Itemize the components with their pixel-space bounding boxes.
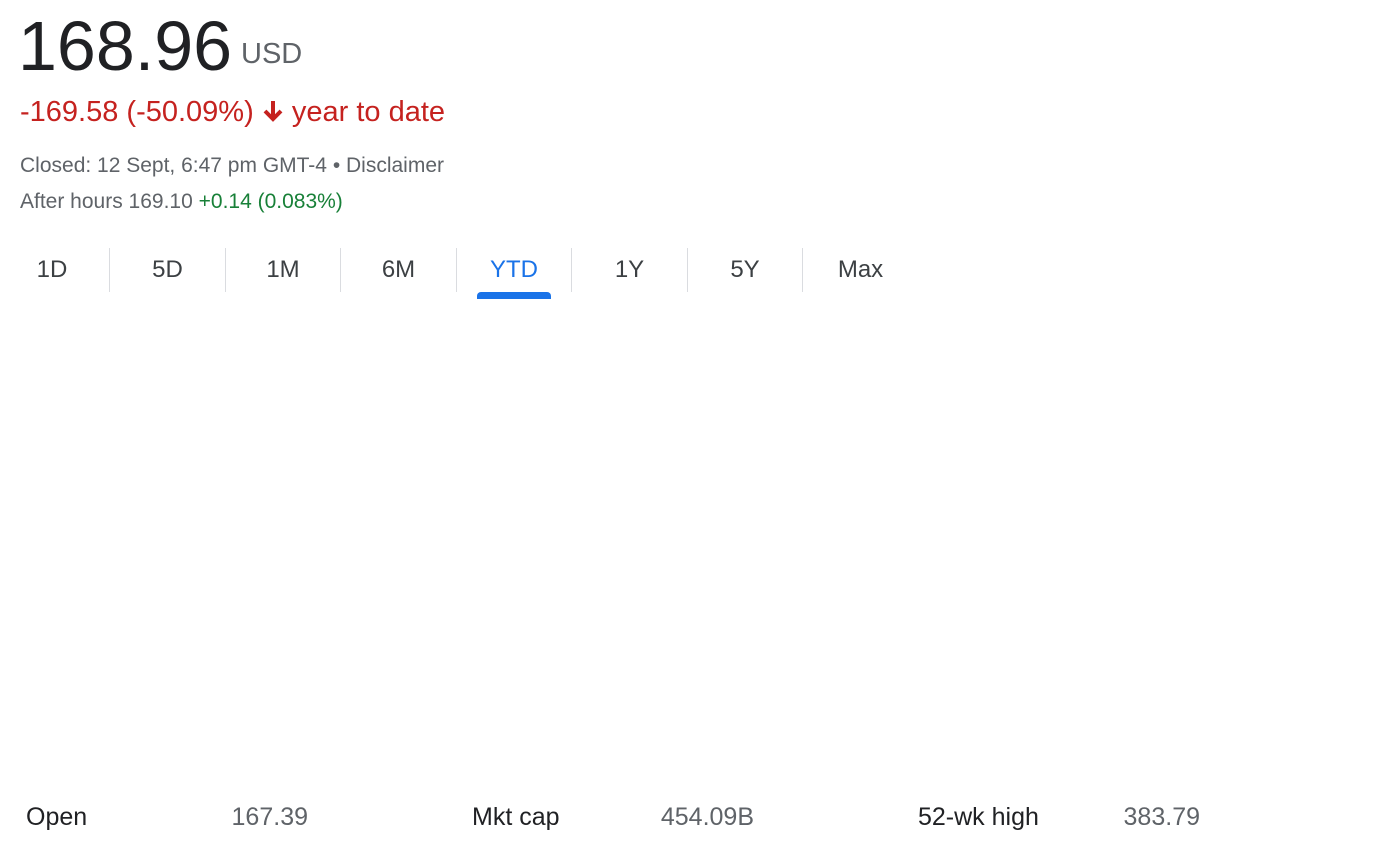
tab-underline [477, 292, 551, 299]
stat-label: Mkt cap [472, 803, 560, 831]
stat-value: 167.39 [231, 803, 308, 831]
tab-separator [686, 248, 688, 292]
tab-separator [455, 248, 457, 292]
stat-value: 383.79 [1123, 803, 1200, 831]
range-tab[interactable]: 5D [152, 256, 183, 283]
range-tab[interactable]: YTD [490, 256, 538, 283]
stat-label: Open [26, 803, 88, 831]
closed-info: Closed: 12 Sept, 6:47 pm GMT-4 • Disclai… [20, 154, 445, 177]
after-hours: After hours 169.10 +0.14 (0.083%) [20, 190, 343, 214]
price: 168.96 [18, 7, 233, 85]
stat-label: 52-wk high [918, 803, 1039, 831]
range-tab[interactable]: Max [837, 256, 884, 283]
change-value: -169.58 (-50.09%) [20, 96, 254, 128]
after-hours-change: +0.14 (0.083%) [198, 190, 343, 213]
stat-value: 454.09B [660, 803, 754, 831]
after-hours-price: After hours 169.10 [20, 190, 193, 213]
tab-separator [571, 248, 572, 292]
tab-separator [224, 248, 226, 292]
tab-separator [802, 248, 803, 292]
range-tab[interactable]: 1D [36, 256, 68, 283]
tab-separator [340, 248, 341, 292]
range-tab[interactable]: 6M [381, 256, 416, 283]
range-tab[interactable]: 1M [266, 256, 300, 283]
tab-separator [109, 248, 110, 292]
period: year to date [291, 96, 446, 128]
currency: USD [241, 38, 303, 70]
range-tab[interactable]: 5Y [730, 256, 760, 283]
range-tab[interactable]: 1Y [614, 256, 645, 283]
